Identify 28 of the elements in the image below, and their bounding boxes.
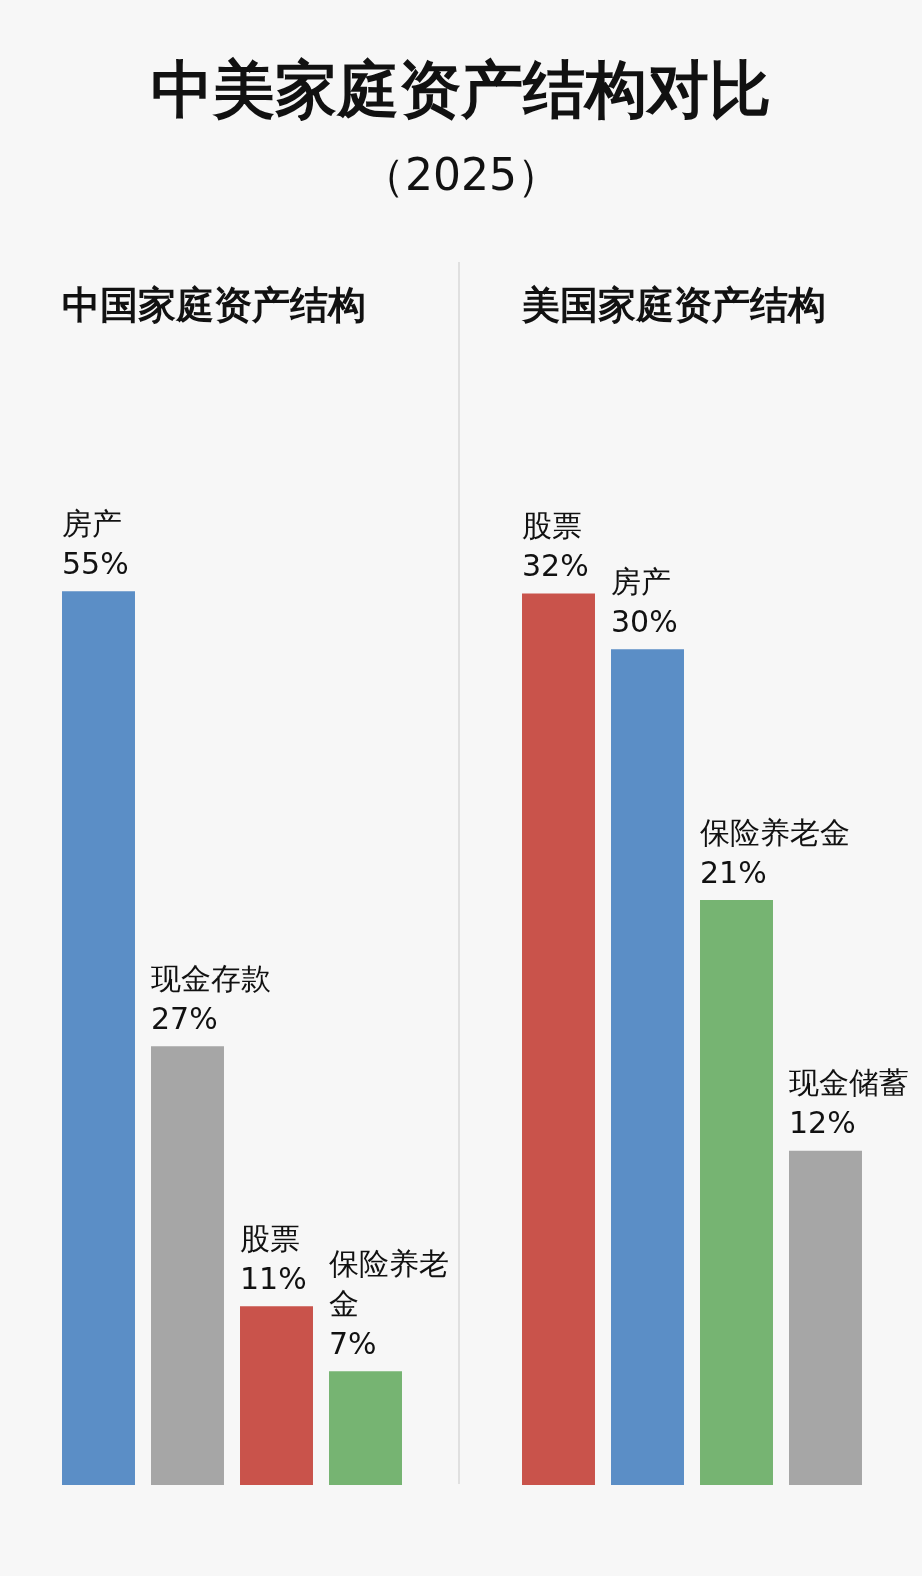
annotation: 保险养老金	[700, 814, 851, 850]
data-label: 7%	[329, 1325, 377, 1361]
annotation: 保险养老金	[329, 1245, 450, 1321]
bar	[789, 1150, 862, 1485]
bar	[62, 591, 135, 1485]
bar	[240, 1306, 313, 1485]
text: 股票	[522, 508, 583, 544]
annotation: 现金储蓄	[789, 1065, 910, 1101]
data-label: 12%	[789, 1105, 856, 1141]
annotation: 房产	[611, 563, 672, 599]
bar	[522, 593, 595, 1485]
text: （2025）	[360, 148, 562, 202]
bar	[329, 1371, 402, 1485]
annotation: 股票	[240, 1220, 301, 1256]
data-label: 11%	[240, 1260, 307, 1296]
bar	[151, 1046, 224, 1485]
data-label: 27%	[151, 1000, 218, 1036]
text: 房产	[62, 505, 123, 541]
data-label: 21%	[700, 854, 767, 890]
data-label: 55%	[62, 545, 129, 581]
data-label: 32%	[522, 548, 589, 584]
bar	[700, 900, 773, 1485]
annotation: 现金存款	[151, 960, 272, 996]
data-label: 30%	[611, 603, 678, 639]
chart-title: 中国家庭资产结构	[62, 282, 366, 329]
chart-title: 美国家庭资产结构	[522, 282, 826, 329]
text: 中美家庭资产结构对比	[150, 52, 772, 128]
bar	[611, 649, 684, 1485]
